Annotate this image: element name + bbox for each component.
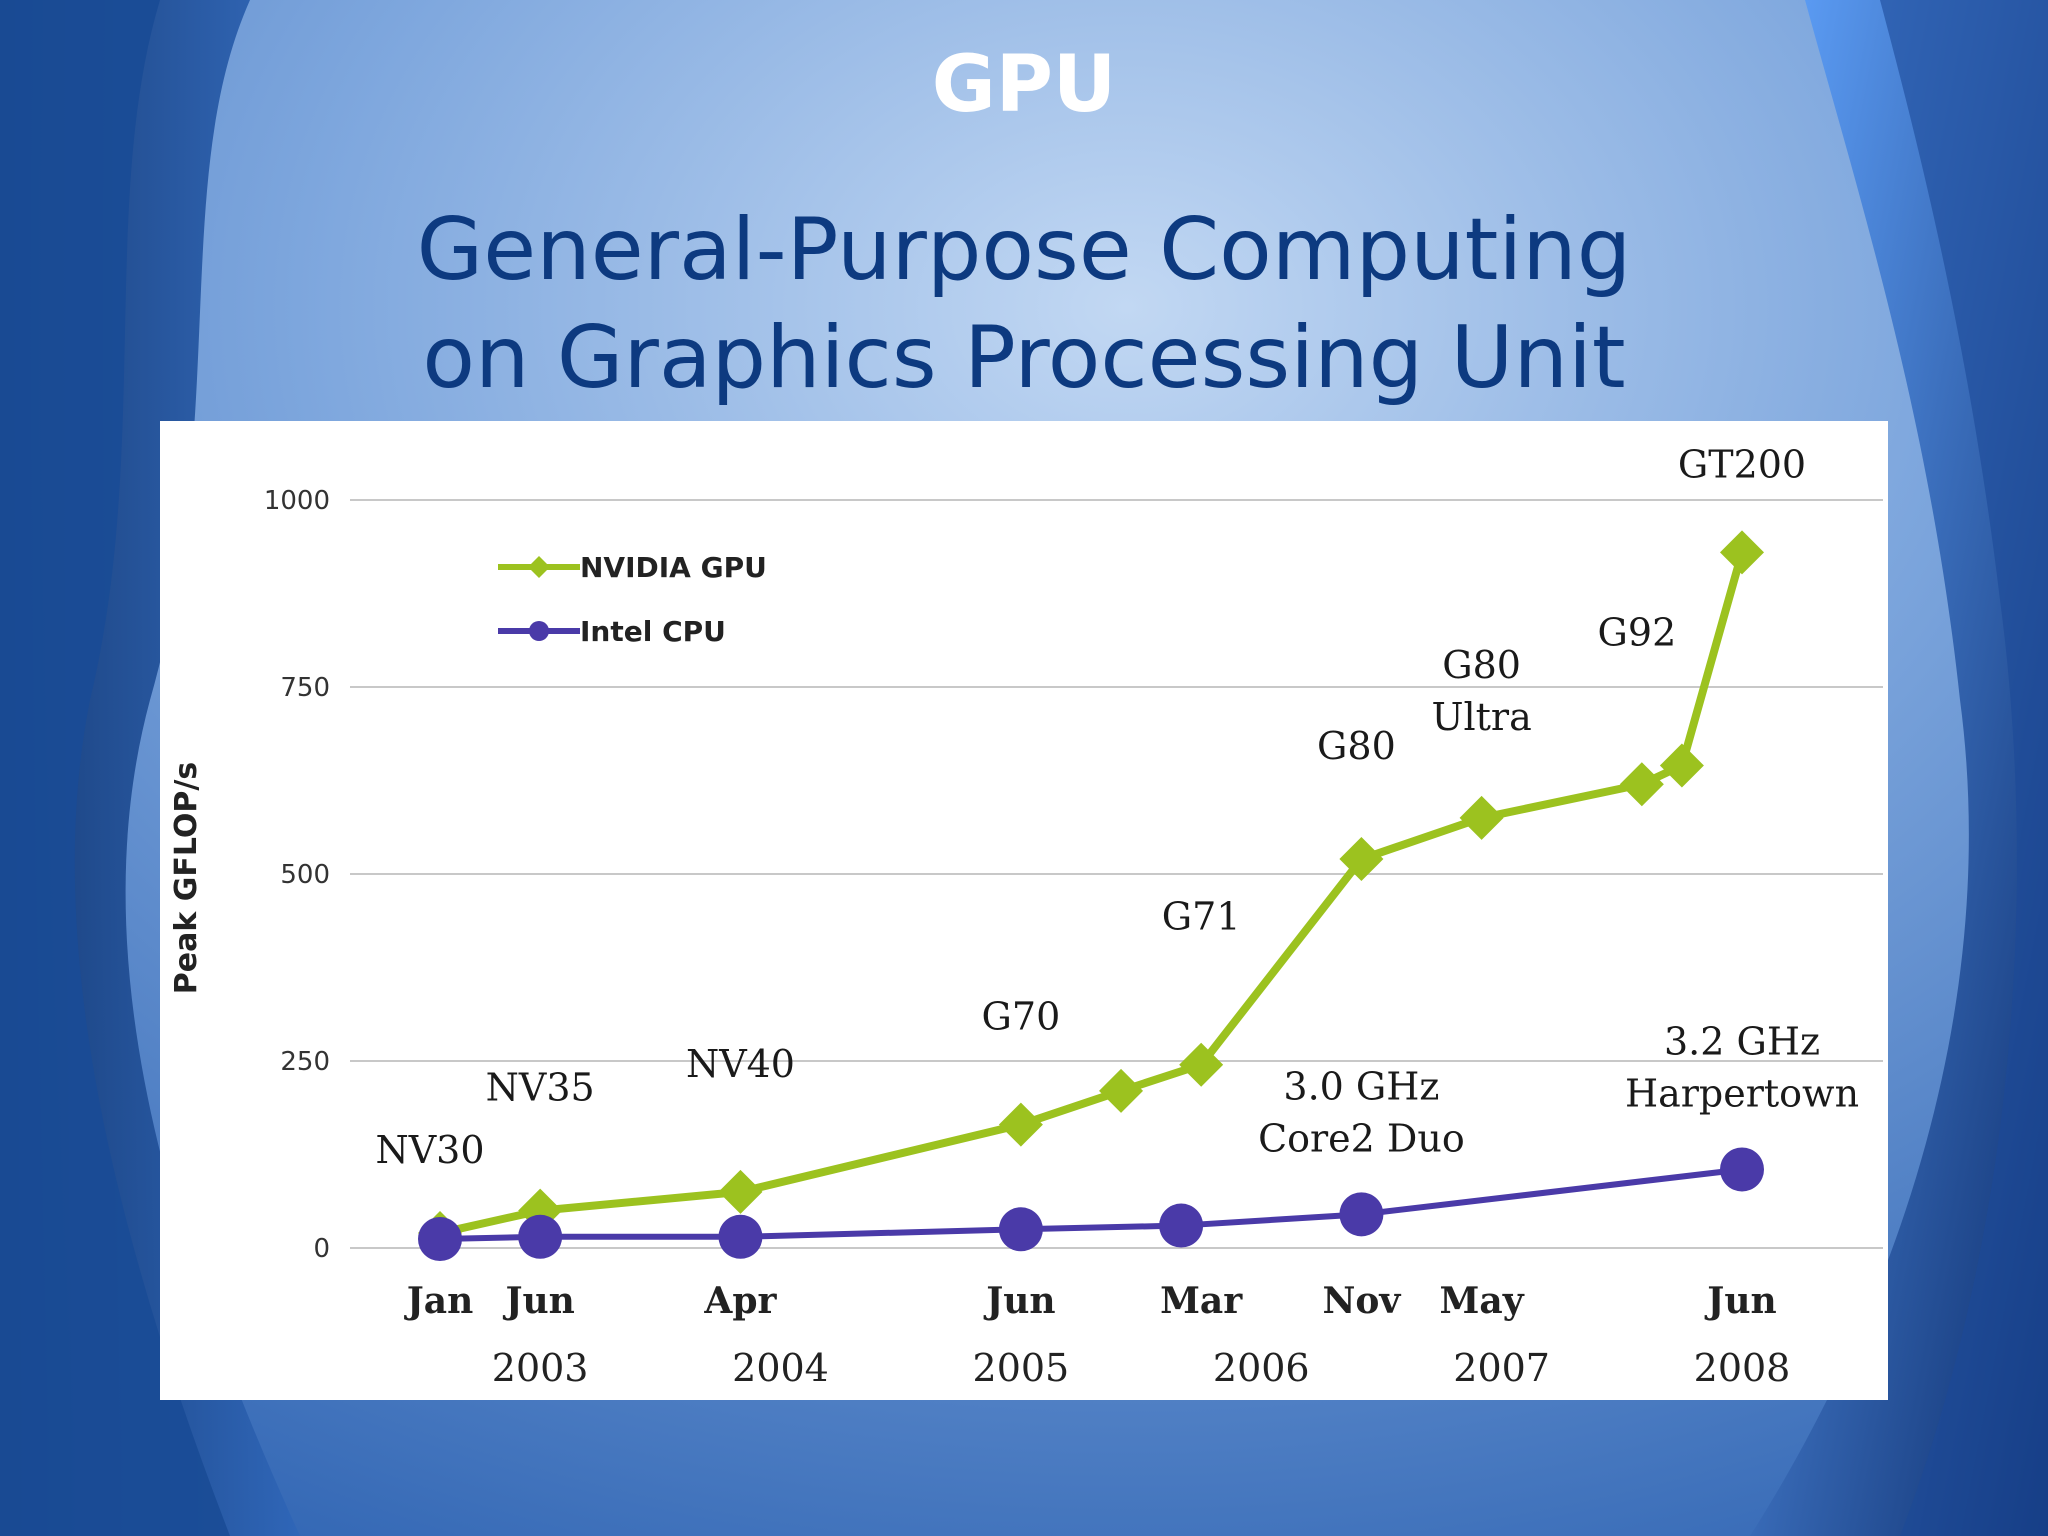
legend-marker — [529, 621, 549, 641]
x-tick-month: May — [1440, 1280, 1525, 1322]
subtitle-line-1: General-Purpose Computing — [416, 200, 1632, 300]
data-point-label: G92 — [1598, 611, 1677, 655]
series-markers — [418, 530, 1764, 1262]
legend-label: Intel CPU — [580, 615, 726, 648]
legend-marker — [528, 556, 550, 578]
data-point-label: NV40 — [686, 1042, 795, 1086]
gpu-data-point — [718, 1169, 763, 1214]
x-tick-year: 2004 — [732, 1346, 829, 1390]
x-tick-year: 2005 — [973, 1346, 1070, 1390]
cpu-data-point — [1339, 1192, 1384, 1237]
slide-title: GPU — [931, 40, 1117, 130]
legend: NVIDIA GPU Intel CPU — [498, 551, 767, 648]
subtitle-line-2: on Graphics Processing Unit — [422, 308, 1626, 408]
x-tick-month: Jun — [1704, 1280, 1776, 1322]
x-tick-month: Nov — [1322, 1280, 1401, 1322]
cpu-data-point — [998, 1207, 1043, 1252]
slide-subtitle: General-Purpose Computing on Graphics Pr… — [0, 196, 2048, 412]
x-tick-year: 2008 — [1694, 1346, 1791, 1390]
data-point-label: G80 — [1317, 724, 1396, 768]
data-point-label: G80 Ultra — [1431, 643, 1531, 739]
x-tick-month: Mar — [1160, 1280, 1243, 1322]
data-point-label: G70 — [982, 995, 1061, 1039]
gpu-series-line — [439, 551, 1746, 1237]
y-tick-label: 500 — [280, 860, 330, 890]
gpu-data-point — [1619, 762, 1664, 807]
gpu-data-point — [1459, 795, 1504, 840]
x-tick-month: Jun — [502, 1280, 574, 1322]
data-point-label: GT200 — [1678, 442, 1806, 486]
x-tick-year: 2003 — [492, 1346, 589, 1390]
data-point-label: 3.0 GHz Core2 Duo — [1258, 1064, 1465, 1160]
gpu-data-point — [1179, 1042, 1224, 1087]
x-tick-month: Apr — [703, 1280, 777, 1322]
gpu-data-point — [1099, 1068, 1144, 1113]
gpu-data-point — [998, 1102, 1043, 1147]
x-axis-labels: Jan Jun Apr Jun Mar Nov May Jun 2003 2004 2005 2006… — [404, 1280, 1791, 1390]
y-tick-label: 1000 — [264, 486, 330, 516]
y-tick-label: 750 — [280, 673, 330, 703]
cpu-data-point — [518, 1214, 563, 1259]
gpu-data-point — [1339, 837, 1384, 882]
grid-lines — [350, 499, 1883, 1249]
y-tick-label: 0 — [313, 1234, 330, 1264]
gpu-data-point — [1720, 530, 1764, 575]
y-axis-label: Peak GFLOP/s — [169, 762, 204, 994]
data-point-label: NV35 — [486, 1066, 595, 1110]
legend-label: NVIDIA GPU — [580, 551, 767, 584]
y-tick-label: 250 — [280, 1047, 330, 1077]
cpu-data-point — [1720, 1147, 1764, 1192]
data-point-label: NV30 — [375, 1128, 484, 1172]
data-point-label: G71 — [1162, 895, 1241, 939]
cpu-data-point — [1159, 1203, 1204, 1248]
x-tick-month: Jun — [983, 1280, 1055, 1322]
cpu-data-point — [418, 1217, 462, 1262]
cpu-data-point — [718, 1214, 763, 1259]
series-lines — [439, 551, 1746, 1243]
x-tick-year: 2007 — [1453, 1346, 1550, 1390]
x-tick-month: Jan — [404, 1280, 474, 1322]
data-point-label: 3.2 GHz Harpertown — [1625, 1019, 1859, 1115]
gpu-data-point — [1659, 743, 1704, 788]
x-tick-year: 2006 — [1213, 1346, 1310, 1390]
y-axis-ticks: 0 250 500 750 1000 — [264, 486, 330, 1264]
chart-panel: 0 250 500 750 1000 Peak GFLOP/s NV30 NV35 NV40… — [160, 421, 1888, 1400]
